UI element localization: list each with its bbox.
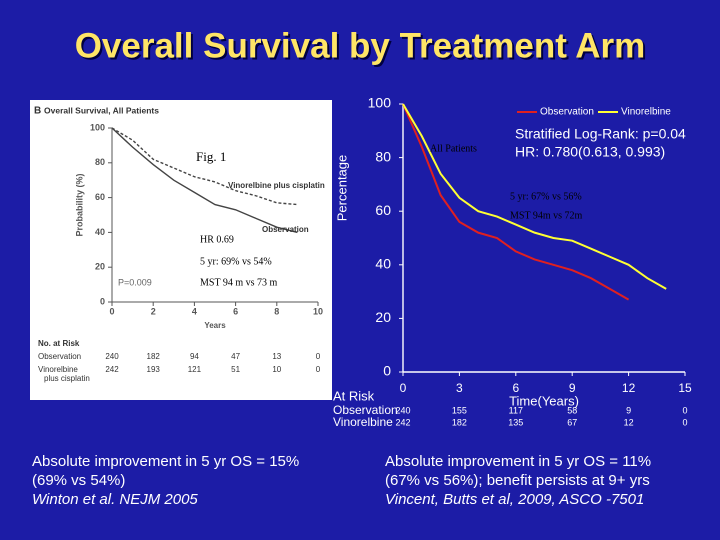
x-tick-label: 12 — [622, 381, 636, 395]
at-risk-count: 13 — [272, 352, 281, 361]
caption: Absolute improvement in 5 yr OS = 11% — [385, 453, 651, 470]
at-risk-title: At Risk — [333, 388, 375, 403]
panel-label: B — [34, 106, 41, 117]
at-risk-row-name: Vinorelbine — [333, 415, 393, 429]
annotation: Stratified Log-Rank: p=0.04 — [515, 126, 686, 142]
survival-curve — [111, 127, 298, 234]
at-risk-count: 155 — [452, 405, 467, 415]
x-axis-label: Time(Years) — [509, 393, 579, 408]
x-axis-label: Years — [204, 321, 226, 330]
y-tick-label: 80 — [375, 148, 391, 164]
x-tick-label: 3 — [456, 381, 463, 395]
y-tick-label: 20 — [375, 309, 391, 325]
at-risk-row-name: Observation — [333, 403, 398, 417]
at-risk-count: 240 — [105, 352, 119, 361]
curve-label: Observation — [262, 225, 309, 234]
at-risk-count: 58 — [567, 405, 577, 415]
left-chart-panel — [30, 100, 332, 400]
annotation: HR 0.69 — [200, 234, 234, 245]
y-tick-label: 100 — [368, 95, 392, 111]
y-tick-label: 60 — [375, 202, 391, 218]
survival-curve — [402, 103, 630, 301]
x-tick-label: 0 — [400, 381, 407, 395]
at-risk-count: 242 — [395, 417, 410, 427]
survival-curve — [402, 103, 667, 290]
x-tick-label: 15 — [678, 381, 692, 395]
y-tick-label: 0 — [100, 296, 105, 306]
y-tick-label: 80 — [95, 157, 105, 167]
at-risk-row-name: Observation — [38, 352, 81, 361]
y-axis-label: Probability (%) — [74, 173, 84, 236]
slide-title: Overall Survival by Treatment Arm — [75, 26, 646, 65]
at-risk-row-name: Vinorelbine — [38, 365, 78, 374]
chart-title: Overall Survival, All Patients — [44, 105, 159, 115]
annotation: Fig. 1 — [196, 149, 226, 164]
annotation: All Patients — [430, 143, 477, 154]
at-risk-count: 0 — [682, 417, 687, 427]
curve-label: Vinorelbine plus cisplatin — [228, 181, 325, 190]
caption: (67% vs 56%); benefit persists at 9+ yrs — [385, 472, 650, 489]
caption: (69% vs 54%) — [32, 472, 125, 489]
at-risk-count: 121 — [188, 365, 202, 374]
at-risk-count: 47 — [231, 352, 240, 361]
legend-label: Observation — [540, 107, 594, 118]
at-risk-count: 67 — [567, 417, 577, 427]
y-tick-label: 100 — [90, 122, 105, 132]
survival-curve — [111, 127, 298, 206]
at-risk-count: 9 — [626, 405, 631, 415]
at-risk-title: No. at Risk — [38, 339, 80, 348]
x-tick-label: 0 — [109, 306, 114, 316]
annotation: 5 yr: 67% vs 56% — [510, 191, 582, 202]
at-risk-count: 0 — [682, 405, 687, 415]
caption-citation: Vincent, Butts et al, 2009, ASCO -7501 — [385, 491, 644, 508]
at-risk-count: 182 — [452, 417, 467, 427]
caption: Absolute improvement in 5 yr OS = 15% — [32, 453, 299, 470]
at-risk-count: 182 — [147, 352, 161, 361]
at-risk-count: 0 — [316, 365, 321, 374]
x-tick-label: 8 — [274, 306, 279, 316]
at-risk-count: 10 — [272, 365, 281, 374]
at-risk-count: 0 — [316, 352, 321, 361]
at-risk-count: 193 — [147, 365, 161, 374]
legend-label: Vinorelbine — [621, 107, 671, 118]
x-tick-label: 4 — [192, 306, 197, 316]
at-risk-count: 135 — [508, 417, 523, 427]
annotation: P=0.009 — [118, 277, 152, 287]
annotation: HR: 0.780(0.613, 0.993) — [515, 144, 665, 160]
x-tick-label: 10 — [313, 306, 323, 316]
slide-title-shadow: Overall Survival by Treatment Arm — [77, 28, 648, 67]
at-risk-count: 240 — [395, 405, 410, 415]
x-tick-label: 2 — [151, 306, 156, 316]
y-tick-label: 60 — [95, 192, 105, 202]
y-tick-label: 40 — [95, 227, 105, 237]
y-tick-label: 20 — [95, 262, 105, 272]
annotation: 5 yr: 69% vs 54% — [200, 256, 272, 267]
annotation: MST 94 m vs 73 m — [200, 277, 278, 288]
at-risk-count: 51 — [231, 365, 240, 374]
annotation: MST 94m vs 72m — [510, 210, 583, 221]
at-risk-count: 94 — [190, 352, 199, 361]
at-risk-count: 117 — [509, 405, 523, 415]
at-risk-count: 12 — [624, 417, 634, 427]
y-tick-label: 40 — [375, 256, 391, 272]
caption-citation: Winton et al. NEJM 2005 — [32, 491, 198, 508]
y-tick-label: 0 — [383, 363, 391, 379]
y-axis-label: Percentage — [334, 155, 349, 222]
at-risk-count: 242 — [105, 365, 119, 374]
at-risk-row-name: plus cisplatin — [44, 374, 90, 383]
x-tick-label: 6 — [512, 381, 519, 395]
x-tick-label: 6 — [233, 306, 238, 316]
x-tick-label: 9 — [569, 381, 576, 395]
